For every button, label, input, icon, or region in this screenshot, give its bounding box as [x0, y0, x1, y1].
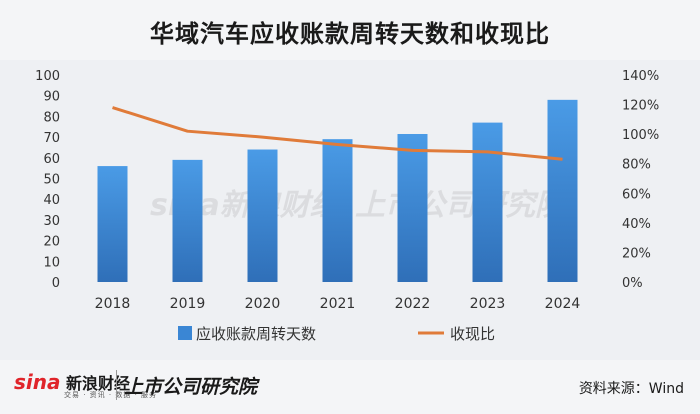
- bar-2023: [472, 122, 503, 282]
- legend-label-line: 收现比: [450, 325, 495, 343]
- legend-swatch-bar: [178, 326, 192, 340]
- y-right-tick: 140%: [622, 69, 659, 84]
- bar-2019: [172, 159, 203, 282]
- y-left-tick: 20: [43, 235, 60, 250]
- sina-logo-name: 新浪财经: [66, 374, 131, 393]
- watermark: sina新浪财经 上市公司研究院: [150, 188, 570, 223]
- y-left-tick: 80: [43, 110, 60, 125]
- y-right-tick: 0%: [622, 276, 643, 291]
- x-tick-2021: 2021: [320, 296, 356, 312]
- bar-2022: [397, 133, 428, 282]
- y-left-tick: 0: [52, 276, 60, 291]
- y-right-tick: 120%: [622, 99, 659, 114]
- legend-label-bar: 应收账款周转天数: [196, 325, 316, 343]
- x-tick-2019: 2019: [170, 296, 206, 312]
- y-left-tick: 100: [35, 69, 60, 84]
- y-left-tick: 90: [43, 90, 60, 105]
- y-left-tick: 50: [43, 173, 60, 188]
- y-right-tick: 20%: [622, 246, 651, 261]
- bar-2020: [247, 149, 278, 282]
- chart-title: 华域汽车应收账款周转天数和收现比: [150, 20, 550, 48]
- x-tick-2022: 2022: [395, 296, 431, 312]
- y-left-tick: 30: [43, 214, 60, 229]
- sina-logo: sina: [14, 370, 61, 394]
- y-left-tick: 60: [43, 152, 60, 167]
- y-left-tick: 40: [43, 193, 60, 208]
- x-tick-2018: 2018: [95, 296, 131, 312]
- y-right-tick: 40%: [622, 217, 651, 232]
- line-series-cash-ratio: [112, 106, 563, 161]
- y-left-tick: 70: [43, 131, 60, 146]
- x-tick-2020: 2020: [245, 296, 281, 312]
- title-bar: [0, 0, 700, 60]
- y-right-tick: 100%: [622, 128, 659, 143]
- bar-2024: [547, 99, 578, 282]
- institute-logo: 上市公司研究院: [124, 376, 258, 398]
- y-right-tick: 60%: [622, 187, 651, 202]
- sina-logo-tagline: 交易 · 资讯 · 数据 · 服务: [64, 391, 158, 399]
- combo-chart: sina新浪财经 上市公司研究院 0102030405060708090100 …: [35, 69, 659, 343]
- x-tick-2023: 2023: [470, 296, 506, 312]
- y-right-tick: 80%: [622, 158, 651, 173]
- x-tick-2024: 2024: [545, 296, 581, 312]
- data-source: 资料来源：Wind: [578, 381, 684, 397]
- logo-divider: [116, 370, 117, 400]
- y-left-tick: 10: [43, 255, 60, 270]
- watermark-institute: 上市公司研究院: [355, 188, 570, 223]
- bar-2021: [322, 139, 353, 282]
- bar-2018: [97, 166, 128, 282]
